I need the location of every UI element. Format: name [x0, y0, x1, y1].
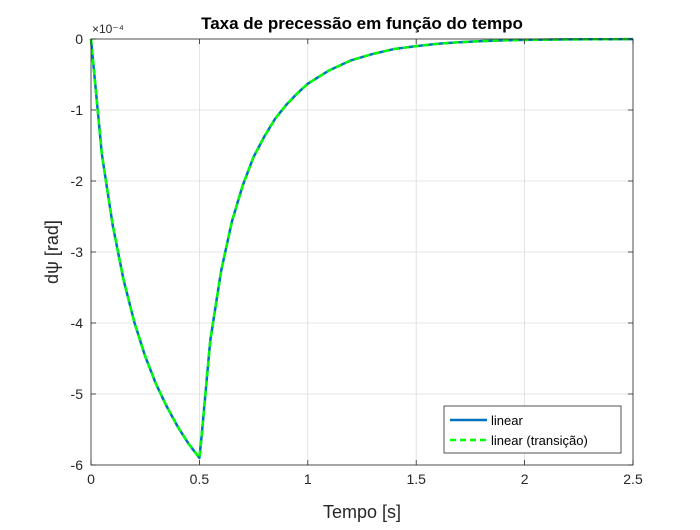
x-tick-label: 1 [304, 471, 312, 487]
tick-marks [90, 38, 634, 466]
x-tick-labels: 0 0.5 1 1.5 2 2.5 [87, 471, 643, 487]
legend-box [443, 405, 622, 454]
y-tick-label: -1 [71, 102, 84, 118]
y-tick-label: -6 [71, 457, 84, 473]
y-tick-label: -2 [71, 173, 84, 189]
x-tick-label: 0 [87, 471, 95, 487]
y-exponent-label: ×10⁻⁴ [92, 22, 124, 36]
legend: linear linear (transição) [443, 405, 622, 454]
series-layer [89, 37, 634, 460]
chart-title: Taxa de precessão em função do tempo [201, 14, 523, 33]
y-tick-label: -3 [71, 244, 84, 260]
x-tick-label: 1.5 [406, 471, 426, 487]
y-axis-label: dψ [rad] [42, 220, 62, 284]
y-tick-label: -5 [71, 386, 84, 402]
x-tick-label: 2 [521, 471, 529, 487]
legend-label-linear: linear [491, 413, 523, 428]
x-tick-label: 0.5 [190, 471, 210, 487]
legend-label-linear-transicao: linear (transição) [491, 433, 588, 448]
y-tick-labels: -6 -5 -4 -3 -2 -1 0 [71, 31, 84, 473]
series-line-linear-transicao [89, 37, 634, 460]
x-tick-label: 2.5 [623, 471, 643, 487]
y-tick-label: -4 [71, 315, 84, 331]
x-axis-label: Tempo [s] [323, 502, 401, 522]
y-tick-label: 0 [75, 31, 83, 47]
